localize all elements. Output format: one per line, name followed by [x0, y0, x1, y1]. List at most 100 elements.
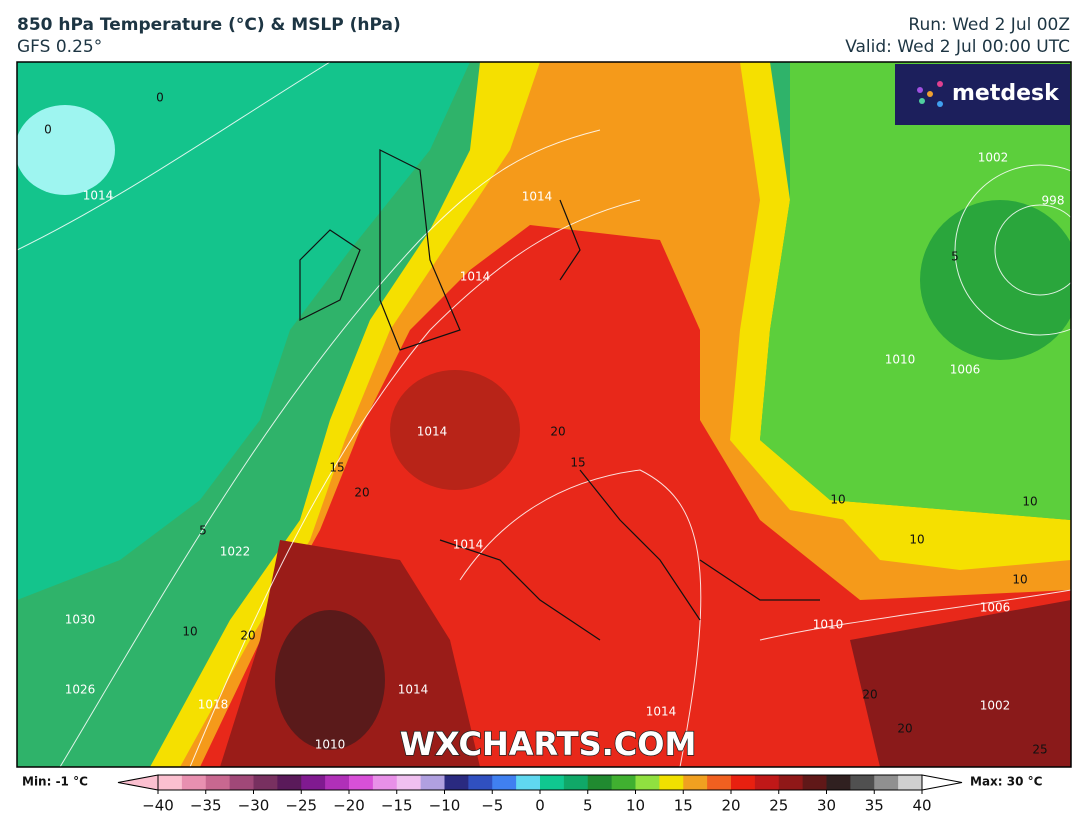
- hot-patch: [390, 370, 520, 490]
- colorbar-cell: [158, 775, 183, 790]
- colorbar-tick-label: 30: [817, 797, 836, 815]
- isobar-label: 1002: [978, 151, 1009, 165]
- temperature-label: 25: [1032, 743, 1047, 757]
- temperature-label: 5: [951, 250, 959, 264]
- logo-box: [895, 64, 1070, 125]
- temperature-label: 20: [240, 629, 255, 643]
- temperature-label: 0: [156, 91, 164, 105]
- isobar: [994, 204, 1071, 296]
- low-pressure: [920, 200, 1071, 360]
- warm-region: [830, 505, 1071, 570]
- temperature-label: 15: [570, 456, 585, 470]
- temperature-label: 20: [354, 486, 369, 500]
- isobar-label: 1014: [83, 189, 114, 203]
- colorbar-cell: [683, 775, 708, 790]
- colorbar-tick-label: 10: [626, 797, 645, 815]
- temperature-label: 10: [830, 493, 845, 507]
- colorbar-cell: [516, 775, 541, 790]
- isobar-label: 1014: [460, 270, 491, 284]
- colorbar-end: [117, 774, 159, 791]
- run-time: Run: Wed 2 Jul 00Z: [908, 15, 1070, 35]
- isobar: [954, 164, 1071, 336]
- colorbar-cell: [229, 775, 254, 790]
- coastline: [299, 149, 820, 641]
- colorbar-cell: [707, 775, 732, 790]
- watermark: WXCHARTS.COM: [400, 725, 697, 763]
- colorbar-cell: [874, 775, 899, 790]
- isobar-label: 1010: [813, 618, 844, 632]
- isobar: [759, 589, 1071, 641]
- isobar-label: 998: [1042, 194, 1065, 208]
- temperature-label: 15: [329, 461, 344, 475]
- colorbar-tick-label: −5: [481, 797, 503, 815]
- isobar: [17, 62, 331, 251]
- colorbar-cell: [349, 775, 374, 790]
- colorbar-tick-label: 25: [769, 797, 788, 815]
- colorbar-tick-label: −10: [429, 797, 461, 815]
- cold-region: [17, 62, 470, 600]
- colorbar-cell: [253, 775, 278, 790]
- isobar-label: 1010: [315, 738, 346, 752]
- colorbar-cell: [611, 775, 636, 790]
- temperature-label: 20: [550, 425, 565, 439]
- colorbar-cell: [850, 775, 875, 790]
- colorbar-tick-label: 40: [912, 797, 931, 815]
- isobar: [59, 129, 601, 767]
- colorbar-cell: [659, 775, 684, 790]
- max-label: Max: 30 °C: [970, 775, 1043, 789]
- isobar-label: 1002: [980, 699, 1011, 713]
- hot-patch: [850, 600, 1071, 767]
- colorbar-cell: [731, 775, 756, 790]
- temperature-label: 10: [909, 533, 924, 547]
- colorbar-cell: [396, 775, 422, 790]
- colorbar-tick-label: 5: [583, 797, 593, 815]
- temperature-label: 20: [862, 688, 877, 702]
- colorbar-tick-label: −15: [381, 797, 413, 815]
- temperature-label: 5: [199, 524, 207, 538]
- colorbar-cell: [420, 775, 445, 790]
- colorbar-tick-label: 20: [721, 797, 740, 815]
- isobar-label: 1030: [65, 613, 96, 627]
- colorbar-cell: [468, 775, 493, 790]
- temperature-label: 0: [44, 123, 52, 137]
- isobar-label: 1014: [522, 190, 553, 204]
- valid-time: Valid: Wed 2 Jul 00:00 UTC: [845, 37, 1070, 57]
- isobar-label: 1018: [198, 698, 229, 712]
- map: [17, 62, 1071, 767]
- cold-patch: [17, 105, 115, 195]
- isobar: [189, 199, 641, 767]
- colorbar-tick-label: −30: [238, 797, 270, 815]
- isobar-label: 1022: [220, 545, 251, 559]
- isobar-label: 1014: [646, 705, 677, 719]
- colorbar-cell: [826, 775, 851, 790]
- colorbar-cell: [492, 775, 517, 790]
- colorbar-cell: [301, 775, 326, 790]
- isobar-label: 1026: [65, 683, 96, 697]
- colorbar-end: [921, 774, 963, 791]
- min-label: Min: -1 °C: [22, 775, 88, 789]
- colorbar-cell: [898, 775, 923, 790]
- temperature-label: 10: [1012, 573, 1027, 587]
- title: 850 hPa Temperature (°C) & MSLP (hPa): [17, 15, 401, 35]
- colorbar-cell: [754, 775, 780, 790]
- map-frame: [16, 61, 1072, 768]
- colorbar-cell: [372, 775, 398, 790]
- isobar-label: 1006: [980, 601, 1011, 615]
- colorbar-cell: [802, 775, 827, 790]
- colorbar-cell: [181, 775, 207, 790]
- temperature-label: 10: [1022, 495, 1037, 509]
- colorbar-tick-label: −20: [333, 797, 365, 815]
- isobar-label: 1014: [453, 538, 484, 552]
- colorbar-cell: [325, 775, 350, 790]
- isobar-label: 1010: [885, 353, 916, 367]
- subtitle: GFS 0.25°: [17, 37, 102, 57]
- logo-text: metdesk: [952, 81, 1060, 106]
- colorbar-cell: [277, 775, 302, 790]
- colorbar-tick-label: −40: [142, 797, 174, 815]
- isobar: [459, 469, 702, 767]
- east-region: [760, 62, 1071, 520]
- isobar-label: 1006: [950, 363, 981, 377]
- colorbar-cell: [563, 775, 589, 790]
